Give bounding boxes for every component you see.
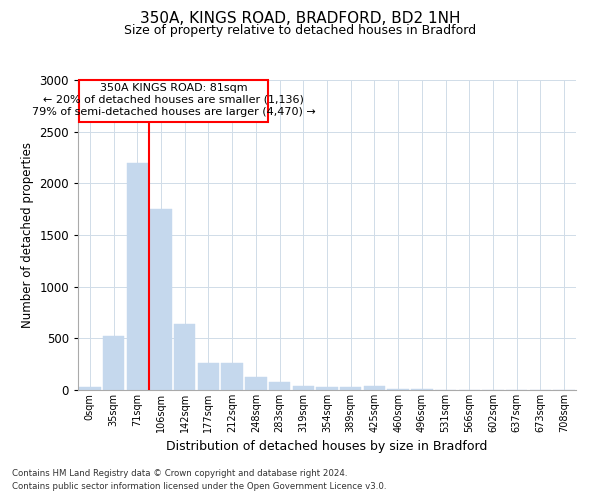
Bar [293,386,314,390]
Text: 350A KINGS ROAD: 81sqm: 350A KINGS ROAD: 81sqm [100,83,247,93]
Bar [151,209,172,390]
Bar [79,80,268,122]
Bar [174,324,196,390]
X-axis label: Distribution of detached houses by size in Bradford: Distribution of detached houses by size … [166,440,488,454]
Bar [388,389,409,390]
Bar [103,336,124,390]
Text: Contains HM Land Registry data © Crown copyright and database right 2024.: Contains HM Land Registry data © Crown c… [12,468,347,477]
Bar [364,386,385,390]
Bar [269,382,290,390]
Bar [79,387,101,390]
Bar [127,162,148,390]
Bar [411,389,433,390]
Bar [245,376,266,390]
Text: 79% of semi-detached houses are larger (4,470) →: 79% of semi-detached houses are larger (… [32,107,316,117]
Y-axis label: Number of detached properties: Number of detached properties [21,142,34,328]
Bar [198,362,219,390]
Text: Contains public sector information licensed under the Open Government Licence v3: Contains public sector information licen… [12,482,386,491]
Bar [316,388,338,390]
Text: 350A, KINGS ROAD, BRADFORD, BD2 1NH: 350A, KINGS ROAD, BRADFORD, BD2 1NH [140,11,460,26]
Text: Size of property relative to detached houses in Bradford: Size of property relative to detached ho… [124,24,476,37]
Text: ← 20% of detached houses are smaller (1,136): ← 20% of detached houses are smaller (1,… [43,95,304,105]
Bar [221,362,243,390]
Bar [340,387,361,390]
